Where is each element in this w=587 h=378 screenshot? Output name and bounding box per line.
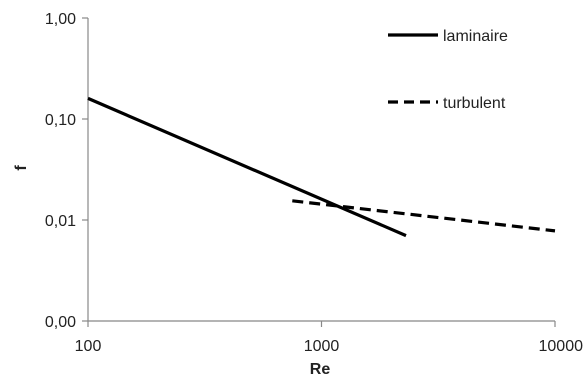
x-axis-title: Re — [310, 361, 331, 378]
legend: laminaire turbulent — [388, 28, 508, 112]
y-tick-label: 0,00 — [45, 314, 76, 331]
y-axis-ticks: 0,00 0,01 0,10 1,00 — [45, 11, 88, 331]
y-axis-title: f — [13, 165, 30, 171]
x-tick-label: 100 — [75, 338, 102, 355]
x-tick-label: 10000 — [539, 338, 584, 355]
legend-label-turbulent: turbulent — [443, 95, 506, 112]
series-lines — [87, 96, 556, 238]
y-tick-label: 1,00 — [45, 11, 76, 28]
x-axis-ticks: 100 1000 10000 — [75, 321, 583, 355]
y-tick-label: 0,10 — [45, 112, 76, 129]
series-line-laminaire — [87, 96, 407, 238]
x-tick-label: 1000 — [304, 338, 340, 355]
y-tick-label: 0,01 — [45, 213, 76, 230]
legend-label-laminaire: laminaire — [443, 28, 508, 45]
series-line-turbulent — [292, 199, 556, 233]
axes — [87, 18, 555, 322]
